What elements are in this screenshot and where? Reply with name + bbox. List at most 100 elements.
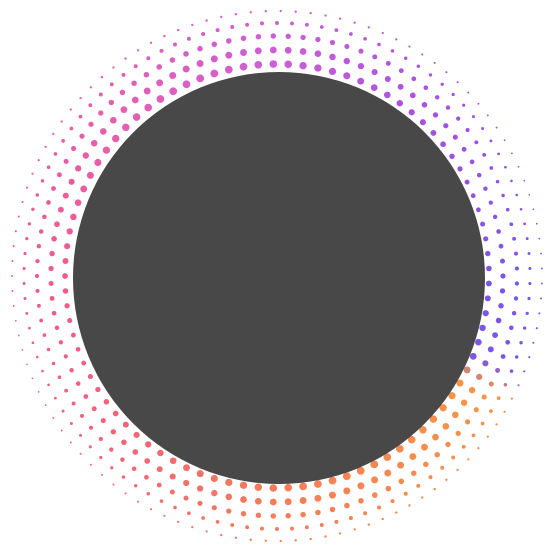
halftone-dot <box>205 19 208 22</box>
halftone-dot <box>75 381 81 386</box>
halftone-dot <box>87 374 93 380</box>
halftone-dot <box>464 419 471 425</box>
halftone-dot <box>183 495 189 501</box>
halftone-dot <box>409 453 417 461</box>
halftone-dot <box>23 251 27 256</box>
halftone-dot <box>397 461 405 469</box>
halftone-dot <box>103 399 110 405</box>
halftone-dot <box>82 152 90 159</box>
halftone-dot <box>497 152 500 156</box>
halftone-dot <box>173 505 177 510</box>
halftone-dot <box>403 56 408 60</box>
halftone-dot <box>440 82 444 86</box>
halftone-dot <box>163 514 166 517</box>
halftone-dot <box>210 55 218 63</box>
halftone-dot <box>53 152 58 156</box>
halftone-dot <box>12 245 15 248</box>
halftone-dot <box>523 370 526 373</box>
halftone-dot <box>363 511 368 516</box>
halftone-dot <box>290 526 294 531</box>
halftone-dot <box>519 341 523 345</box>
halftone-dot <box>110 466 114 470</box>
halftone-dot <box>456 379 464 387</box>
halftone-dot <box>343 57 350 65</box>
halftone-dot <box>397 83 404 90</box>
halftone-dot <box>527 252 531 255</box>
halftone-dot <box>112 134 120 143</box>
halftone-dot <box>69 108 72 111</box>
halftone-dot <box>88 445 92 449</box>
halftone-dot <box>514 281 520 286</box>
halftone-dot <box>26 363 28 366</box>
halftone-dot <box>324 14 327 17</box>
halftone-dot <box>255 512 262 518</box>
halftone-dot <box>220 15 223 19</box>
halftone-dot <box>481 127 485 130</box>
halftone-dot <box>11 260 14 262</box>
halftone-dot <box>525 237 529 241</box>
halftone-dot <box>122 421 129 428</box>
halftone-dot <box>41 369 44 373</box>
halftone-dot <box>519 207 523 211</box>
halftone-dot <box>349 32 353 36</box>
halftone-dot <box>163 34 166 38</box>
halftone-dot <box>482 360 489 367</box>
halftone-dot <box>54 325 60 331</box>
halftone-dot <box>146 492 151 496</box>
halftone-dot <box>109 82 114 87</box>
halftone-dot <box>260 21 264 26</box>
halftone-dot <box>396 99 404 107</box>
halftone-dot <box>196 74 205 83</box>
halftone-dot <box>196 470 204 478</box>
halftone-dot <box>240 49 247 56</box>
halftone-dot <box>510 179 513 183</box>
halftone-dot <box>342 472 351 481</box>
halftone-dot <box>120 106 128 114</box>
halftone-dot <box>498 303 504 309</box>
halftone-dot <box>182 65 190 73</box>
halftone-dot <box>36 303 41 308</box>
halftone-dot <box>540 267 543 270</box>
halftone-dot <box>31 377 34 380</box>
halftone-dot <box>275 21 279 25</box>
halftone-dot <box>434 95 440 100</box>
halftone-dot <box>485 280 492 287</box>
halftone-dot <box>299 497 307 504</box>
halftone-dot <box>416 483 421 488</box>
halftone-dot <box>284 46 292 54</box>
halftone-dot <box>143 87 151 95</box>
halftone-dot <box>17 334 20 337</box>
halftone-dot <box>495 179 500 184</box>
halftone-dot <box>419 426 427 434</box>
halftone-dot <box>14 319 17 322</box>
halftone-dot <box>381 517 384 521</box>
halftone-dot <box>234 536 238 539</box>
halftone-dot <box>134 484 138 488</box>
halftone-dot <box>156 482 162 488</box>
halftone-dot <box>260 526 264 531</box>
halftone-dot <box>505 207 510 212</box>
halftone-dot <box>146 56 151 61</box>
halftone-dot <box>109 447 114 452</box>
halftone-dot <box>60 120 63 123</box>
halftone-dot <box>183 479 190 487</box>
halftone-dot <box>408 109 415 116</box>
halftone-dot <box>197 45 203 52</box>
halftone-dot <box>11 290 14 292</box>
halftone-dot <box>78 433 83 437</box>
halftone-dot <box>315 36 321 43</box>
halftone-dot <box>461 444 466 449</box>
halftone-dot <box>42 333 47 337</box>
halftone-dot <box>57 206 64 213</box>
halftone-dot <box>517 384 520 387</box>
halftone-dot <box>489 139 493 143</box>
halftone-dot <box>408 45 411 48</box>
halftone-dot <box>432 433 439 441</box>
halftone-dot <box>398 68 404 74</box>
halftone-dot <box>428 73 433 77</box>
halftone-dot <box>476 172 482 178</box>
halftone-dot <box>88 103 93 108</box>
halftone-dot <box>62 288 69 294</box>
halftone-dot <box>61 139 65 143</box>
